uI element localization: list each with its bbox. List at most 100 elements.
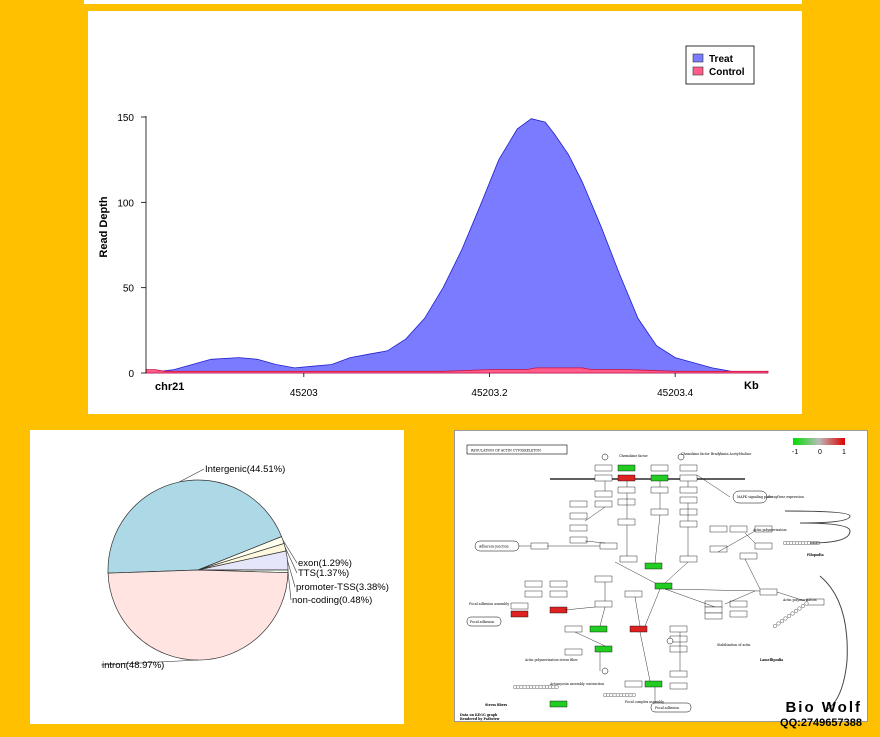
lamellipodia-actin-3	[783, 616, 788, 621]
kegg-gene-node-33	[754, 542, 773, 550]
kegg-gene-node-21	[679, 508, 698, 516]
kegg-gene-node-4	[617, 464, 636, 472]
kegg-gene-node-34	[524, 580, 543, 588]
kegg-edge-14	[614, 561, 656, 584]
pie-label-1: exon(1.29%)	[298, 558, 352, 569]
kegg-edge-16	[717, 530, 756, 553]
kegg-compound-1	[677, 453, 685, 461]
kegg-edge-21	[564, 606, 596, 611]
x-axis-unit-label: Kb	[744, 380, 759, 392]
kegg-edge-18	[664, 588, 716, 608]
kegg-gene-node-42	[594, 600, 613, 608]
x-tick-label-2: 45203.4	[657, 388, 694, 399]
kegg-pathway-diagram: REGULATION OF ACTIN CYTOSKELETON -1 0 1 …	[460, 438, 851, 721]
y-axis-label: Read Depth	[98, 196, 110, 257]
pie-leader-3	[287, 560, 296, 588]
filopodia-outline	[784, 510, 851, 544]
kegg-edge-30	[776, 591, 806, 602]
kegg-gene-node-8	[594, 490, 613, 498]
kegg-gene-node-61	[644, 680, 663, 688]
kegg-gene-node-49	[729, 610, 748, 618]
kegg-edge-4	[584, 506, 606, 522]
kegg-gene-node-29	[739, 552, 758, 560]
kegg-pathway-panel: REGULATION OF ACTIN CYTOSKELETON -1 0 1 …	[454, 430, 868, 722]
pie-label-4: non-coding(0.48%)	[292, 595, 372, 606]
pie-label-0: Intergenic(44.51%)	[205, 464, 285, 475]
kegg-gene-node-45	[704, 600, 723, 608]
kegg-gene-node-32	[754, 525, 773, 533]
node-chemokine2: Chemokine factor Bradykinin Acetylcholin…	[681, 452, 751, 456]
kegg-edge-23	[634, 596, 641, 627]
kegg-gene-node-50	[759, 588, 778, 596]
kegg-title-box	[466, 444, 568, 455]
series-area-control	[145, 367, 769, 374]
chrom-label: chr21	[155, 381, 184, 393]
lamellipodia-actin-7	[797, 606, 802, 611]
kegg-gene-node-60	[624, 680, 643, 688]
scale-label-pos: 1	[842, 449, 846, 456]
lamellipodia-outline	[819, 575, 848, 712]
kegg-gene-node-15	[569, 500, 588, 508]
kegg-gene-node-6	[650, 464, 669, 472]
kegg-gene-node-5	[594, 464, 613, 472]
kegg-gene-node-12	[650, 486, 669, 494]
top-strip	[84, 0, 802, 4]
lamellipodia-actin-9	[804, 601, 809, 606]
node-focal-adh2-box	[650, 702, 692, 713]
kegg-edge-17	[744, 558, 761, 590]
color-scale-bar	[793, 438, 845, 445]
kegg-gene-node-47	[704, 612, 723, 620]
lamellipodia-actin-6	[794, 608, 799, 613]
watermark: Bio Wolf QQ:2749657388	[780, 700, 862, 730]
kegg-gene-node-41	[594, 575, 613, 583]
kegg-footer-2: Rendered by Pathview	[460, 717, 500, 721]
kegg-gene-node-43	[624, 590, 643, 598]
kegg-gene-node-19	[617, 518, 636, 526]
pie-slice-0	[107, 479, 283, 574]
kegg-gene-node-44	[654, 582, 673, 590]
annotation-pie-panel: Intergenic(44.51%) exon(1.29%) TTS(1.37%) p…	[30, 430, 404, 724]
y-tick-label-1: 50	[123, 284, 135, 295]
node-adherens: Adherens junction	[478, 545, 509, 549]
kegg-gene-node-55	[669, 625, 688, 633]
kegg-gene-node-20	[650, 508, 669, 516]
kegg-gene-node-23	[530, 542, 549, 550]
lamellipodia-actin-2	[780, 618, 785, 623]
pie-leader-2	[284, 547, 298, 574]
node-mapk-box	[732, 490, 768, 504]
coverage-chart-panel: Read Depth chr21 Kb Treat Control 0 50 100…	[88, 11, 802, 414]
scale-label-zero: 0	[818, 449, 822, 456]
lamellipodia-actin-5	[790, 611, 795, 616]
kegg-gene-node-64	[669, 682, 688, 690]
kegg-footer-1: Data on KEGG graph	[460, 713, 498, 717]
kegg-edge-25	[574, 631, 606, 647]
node-chemokine: Chemokine factor	[619, 454, 648, 458]
series-area-treat	[145, 118, 769, 374]
focal-actin-9	[631, 693, 636, 698]
pie-leader-0	[179, 468, 205, 483]
kegg-gene-node-7	[679, 464, 698, 472]
y-tick-label-2: 100	[117, 198, 134, 209]
node-actin-poly: Actin polymerization	[752, 528, 787, 532]
pie-leader-4	[287, 571, 292, 601]
kegg-gene-node-54	[629, 625, 648, 633]
kegg-edge-15	[664, 561, 689, 584]
kegg-gene-node-22	[679, 520, 698, 528]
kegg-gene-node-37	[549, 590, 568, 598]
watermark-qq: QQ:2749657388	[780, 717, 862, 729]
kegg-gene-node-9	[594, 500, 613, 508]
kegg-gene-node-25	[619, 555, 638, 563]
kegg-gene-node-39	[510, 610, 529, 618]
lamellipodia-actin-1	[776, 621, 781, 626]
kegg-gene-node-16	[569, 512, 588, 520]
kegg-compound-0	[601, 453, 609, 461]
lamellipodia-actin-4	[787, 613, 792, 618]
node-mapk: MAPK signaling pathway	[737, 495, 778, 499]
kegg-edge-33	[744, 532, 756, 544]
pie-slice-5	[107, 569, 289, 661]
kegg-gene-node-56	[594, 645, 613, 653]
kegg-gene-node-0	[594, 474, 613, 482]
node-actomyosin: Actomyosin assembly contraction	[549, 682, 604, 686]
pie-label-2: TTS(1.37%)	[298, 568, 349, 579]
node-lamellipodia: Lamellipodia	[760, 658, 783, 662]
